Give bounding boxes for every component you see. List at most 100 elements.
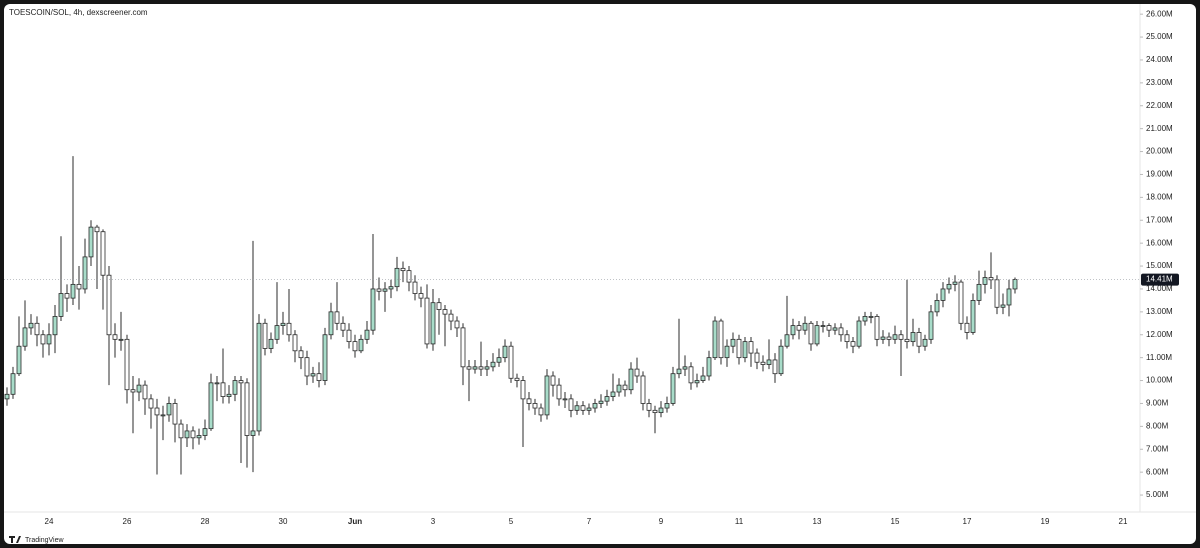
candle-body	[970, 300, 976, 333]
candle-body	[964, 322, 970, 333]
candle-body	[208, 382, 214, 430]
candle-body	[694, 380, 700, 384]
candle-body	[274, 325, 280, 340]
y-tick-label: 21.00M	[1146, 124, 1173, 133]
x-tick-label: 11	[735, 517, 744, 526]
candle-body	[82, 256, 88, 290]
y-tick-label: 16.00M	[1146, 238, 1173, 247]
candle-body	[76, 283, 82, 290]
candle-body	[538, 407, 544, 416]
candle-body	[1006, 288, 1012, 306]
candle-body	[550, 375, 556, 386]
x-tick-label: Jun	[348, 517, 362, 526]
candle-body	[712, 320, 718, 359]
candle-body	[112, 334, 118, 340]
candle-body	[682, 366, 688, 370]
candle-body	[322, 334, 328, 381]
candle-body	[664, 403, 670, 409]
candle-body	[766, 359, 772, 365]
candle-body	[316, 373, 322, 381]
candle-body	[562, 398, 568, 401]
candle-body	[748, 341, 754, 354]
candle-body	[982, 277, 988, 285]
x-tick-label: 9	[659, 517, 664, 526]
candle-body	[94, 226, 100, 233]
candle-body	[466, 366, 472, 370]
candle-body	[16, 345, 22, 375]
tradingview-logo	[9, 536, 21, 543]
candle-body	[340, 322, 346, 331]
candle-body	[670, 373, 676, 404]
candle-body	[634, 368, 640, 377]
candle-body	[268, 338, 274, 349]
candle-body	[364, 329, 370, 340]
candle-body	[958, 281, 964, 324]
y-tick-label: 23.00M	[1146, 78, 1173, 87]
x-tick-label: 3	[431, 517, 436, 526]
candle-body	[1012, 279, 1018, 290]
candle-body	[166, 403, 172, 416]
candle-body	[118, 338, 124, 341]
candle-body	[952, 281, 958, 285]
candle-body	[430, 302, 436, 345]
candle-body	[472, 366, 478, 370]
branding: TradingView	[25, 537, 64, 544]
y-tick-label: 25.00M	[1146, 32, 1173, 41]
candle-body	[442, 309, 448, 315]
candle-body	[742, 341, 748, 359]
candle-body	[850, 341, 856, 347]
candle-body	[496, 357, 502, 363]
candle-body	[586, 407, 592, 411]
candle-body	[22, 327, 28, 347]
candle-body	[520, 380, 526, 400]
x-tick-label: 26	[123, 517, 132, 526]
candle-body	[1000, 304, 1006, 308]
candle-body	[52, 316, 58, 336]
candle-body	[292, 334, 298, 352]
candle-body	[130, 389, 136, 393]
candle-body	[592, 403, 598, 409]
candle-body	[64, 293, 70, 299]
candle-body	[706, 357, 712, 377]
candle-body	[688, 366, 694, 384]
candle-body	[934, 300, 940, 313]
candle-body	[460, 327, 466, 368]
candle-body	[718, 320, 724, 359]
candle-body	[106, 274, 112, 336]
y-tick-label: 13.00M	[1146, 307, 1173, 316]
candle-body	[994, 279, 1000, 308]
x-tick-label: 21	[1119, 517, 1128, 526]
candle-body	[604, 396, 610, 402]
candle-body	[904, 338, 910, 343]
y-tick-label: 7.00M	[1146, 444, 1169, 453]
x-tick-label: 24	[45, 517, 54, 526]
candle-body	[724, 345, 730, 359]
candle-body	[4, 393, 10, 400]
candle-body	[142, 384, 148, 400]
candle-body	[244, 382, 250, 436]
current-price-label: 14.41M	[1146, 275, 1173, 284]
candle-body	[892, 334, 898, 340]
candle-body	[376, 288, 382, 292]
candle-body	[532, 403, 538, 409]
candle-body	[598, 400, 604, 404]
candle-body	[856, 320, 862, 347]
y-tick-label: 14.00M	[1146, 284, 1173, 293]
candle-body	[448, 313, 454, 322]
candle-body	[844, 334, 850, 343]
x-tick-label: 19	[1041, 517, 1050, 526]
candle-body	[160, 414, 166, 417]
candle-body	[172, 403, 178, 425]
candle-body	[286, 322, 292, 336]
candle-body	[838, 327, 844, 336]
candle-body	[928, 311, 934, 340]
candle-body	[826, 325, 832, 331]
candle-body	[136, 384, 142, 393]
candle-body	[358, 338, 364, 352]
candle-body	[388, 286, 394, 290]
y-tick-label: 26.00M	[1146, 9, 1173, 18]
y-tick-label: 22.00M	[1146, 101, 1173, 110]
candle-body	[214, 382, 220, 385]
candle-body	[832, 327, 838, 331]
candle-body	[556, 384, 562, 400]
